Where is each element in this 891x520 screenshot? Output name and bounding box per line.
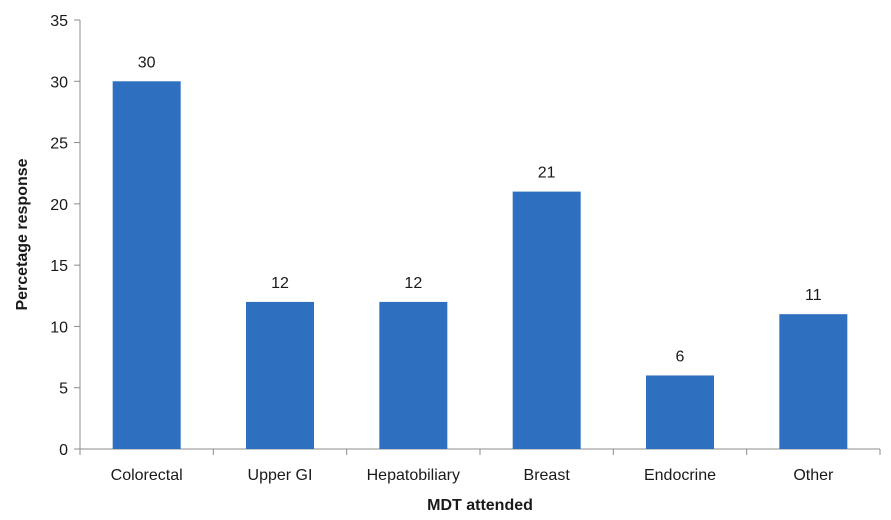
y-tick-label: 10 (50, 319, 68, 336)
bar (112, 81, 181, 450)
y-tick-label: 5 (59, 381, 68, 398)
y-tick-label: 0 (59, 442, 68, 459)
bar (246, 301, 314, 449)
x-tick-label: Upper GI (248, 467, 313, 484)
x-axis-title: MDT attended (427, 497, 533, 514)
bar (779, 314, 848, 449)
x-tick-label: Hepatobiliary (367, 467, 460, 484)
bar (646, 375, 714, 449)
y-tick-label: 25 (50, 136, 68, 153)
bar-data-label: 21 (538, 165, 556, 182)
x-tick-label: Endocrine (644, 467, 716, 484)
y-tick-label: 20 (50, 197, 68, 214)
y-tick-label: 35 (50, 13, 68, 30)
x-axis: Colorectal Upper GI Hepatobiliary Breast End… (79, 448, 881, 484)
x-tick-label: Other (793, 467, 834, 484)
x-tick-label: Breast (524, 467, 571, 484)
bar (512, 191, 581, 449)
y-axis-title: Percetage response (14, 158, 31, 310)
bar-data-label: 12 (271, 275, 289, 292)
y-tick-label: 15 (50, 258, 68, 275)
bar-data-label: 6 (676, 348, 685, 365)
x-tick-label: Colorectal (111, 467, 183, 484)
bar (379, 301, 448, 449)
bar-data-label: 12 (404, 275, 422, 292)
y-tick-label: 30 (50, 74, 68, 91)
bar-data-label: 11 (805, 287, 822, 304)
y-axis: 0 5 10 15 20 25 30 35 (50, 13, 81, 459)
data-labels: 30 12 12 21 6 11 (138, 54, 822, 365)
bars (112, 81, 848, 450)
bar-data-label: 30 (138, 54, 156, 71)
